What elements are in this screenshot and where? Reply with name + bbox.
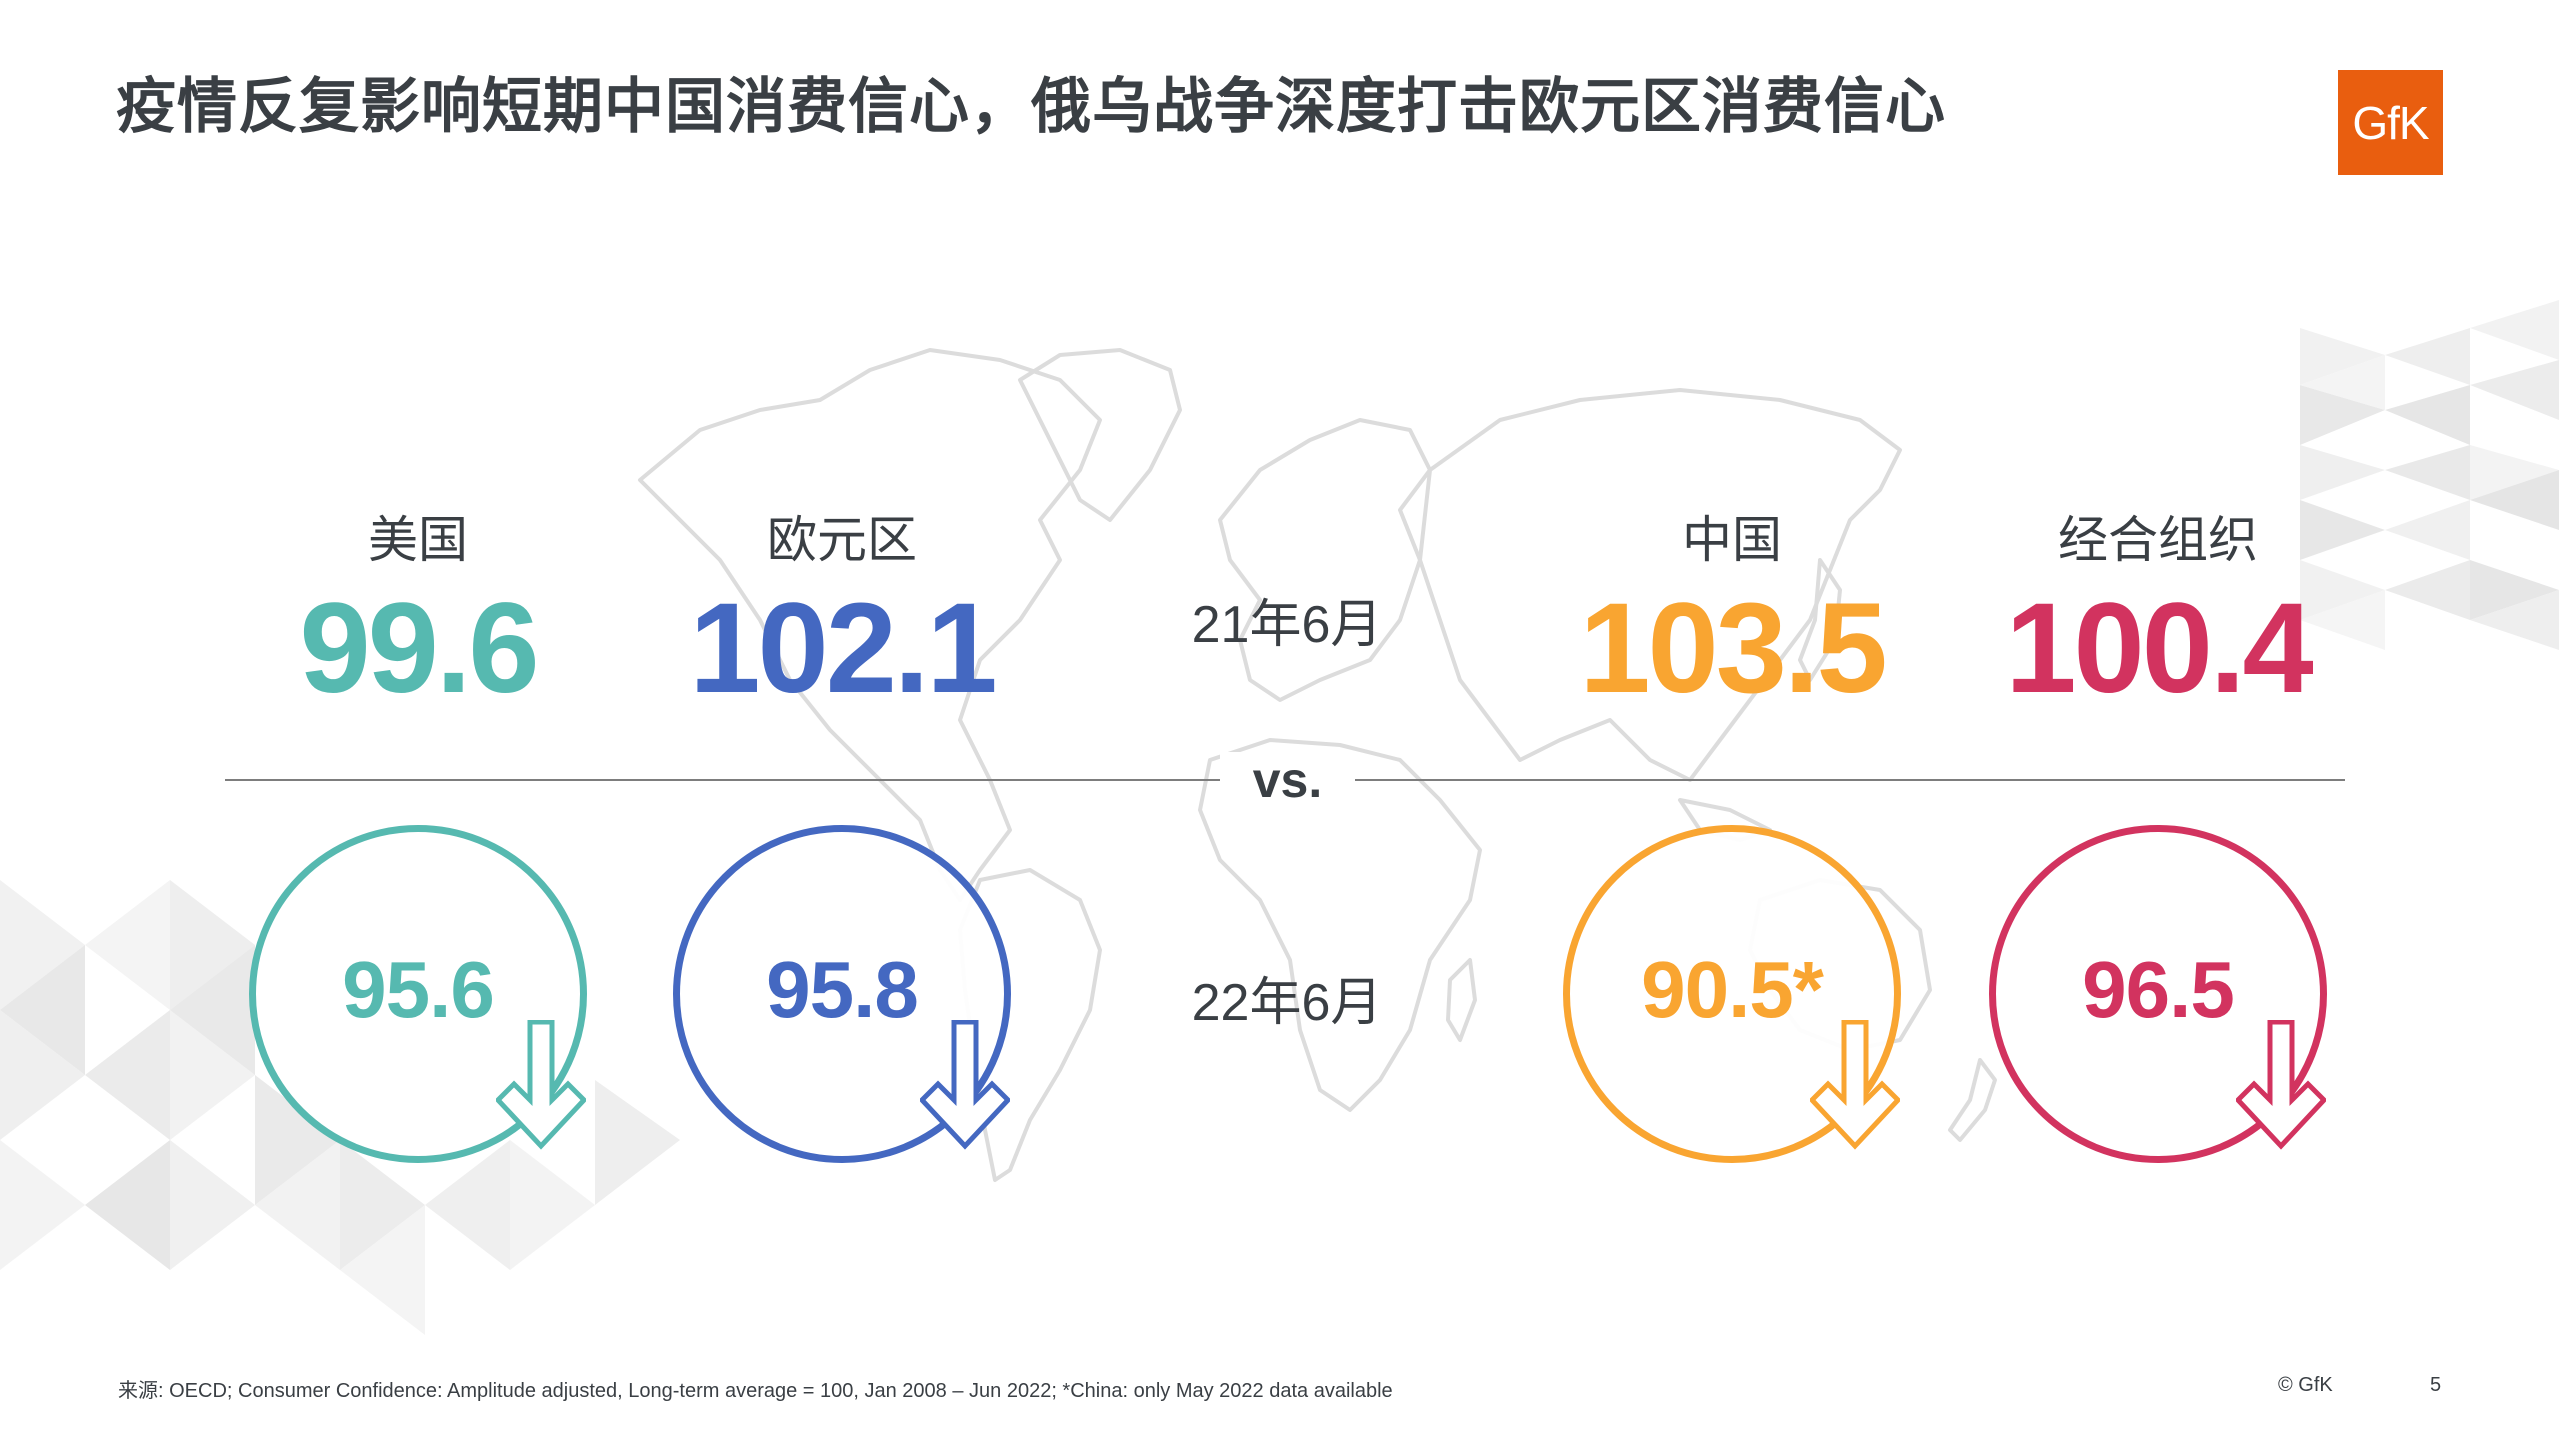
value-2021-oecd: 100.4 bbox=[2005, 577, 2313, 720]
arrow-down-icon bbox=[1810, 1020, 1900, 1150]
region-label-oecd: 经合组织 bbox=[2058, 512, 2258, 568]
value-2022-oecd: 96.5 bbox=[2082, 945, 2235, 1034]
value-2021-china: 103.5 bbox=[1579, 577, 1887, 720]
triangle-pattern-right bbox=[2300, 300, 2559, 650]
value-2021-eurozone: 102.1 bbox=[689, 577, 997, 720]
arrow-down-icon bbox=[2236, 1020, 2326, 1150]
copyright: © GfK bbox=[2278, 1374, 2333, 1396]
circle-2022-us: 95.6 bbox=[249, 825, 587, 1163]
arrow-down-icon bbox=[496, 1020, 586, 1150]
value-2022-china: 90.5* bbox=[1641, 945, 1824, 1034]
value-2022-us: 95.6 bbox=[342, 945, 495, 1034]
region-label-eurozone: 欧元区 bbox=[767, 512, 917, 568]
period-label-2022: 22年6月 bbox=[1191, 974, 1383, 1032]
gfk-logo: GfK bbox=[2338, 70, 2443, 175]
region-label-us: 美国 bbox=[368, 512, 468, 568]
value-2022-eurozone: 95.8 bbox=[766, 945, 919, 1034]
logo-text: GfK bbox=[2352, 97, 2429, 149]
period-label-2021: 21年6月 bbox=[1191, 596, 1383, 654]
vs-text: vs. bbox=[1252, 752, 1323, 808]
vs-badge: vs. bbox=[1220, 752, 1355, 808]
page-number: 5 bbox=[2430, 1374, 2442, 1396]
value-2021-us: 99.6 bbox=[299, 577, 539, 720]
page-title: 疫情反复影响短期中国消费信心，俄乌战争深度打击欧元区消费信心 bbox=[116, 73, 1946, 140]
source-note: 来源: OECD; Consumer Confidence: Amplitude… bbox=[118, 1380, 1393, 1402]
region-label-china: 中国 bbox=[1682, 512, 1782, 568]
triangle-pattern-left bbox=[0, 880, 680, 1335]
arrow-down-icon bbox=[920, 1020, 1010, 1150]
